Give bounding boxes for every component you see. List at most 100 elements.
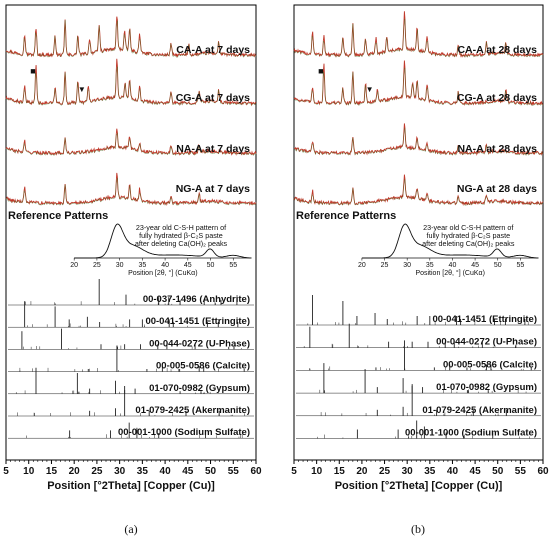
reference-label: 01-079-2425 (Akermanite) <box>422 405 537 416</box>
reference-01-070-0982-gypsum: 01-070-0982 (Gypsum) <box>296 363 541 394</box>
reference-00-044-0272-u-phase: 00-044-0272 (U-Phase) <box>296 323 541 348</box>
series-label-ca-a-at-7-days: CA-A at 7 days <box>176 44 250 56</box>
inset-tick-label: 45 <box>184 262 192 269</box>
plot-frame <box>293 4 544 461</box>
x-tick-label: 10 <box>311 466 323 477</box>
inset-note-line: after deleting Ca(OH)₂ peaks <box>422 239 515 248</box>
series-label-na-a-at-7-days: NA-A at 7 days <box>176 143 250 155</box>
x-tick-label: 20 <box>356 466 368 477</box>
reference-01-079-2425-akermanite: 01-079-2425 (Akermanite) <box>296 385 541 417</box>
reference-00-041-1451-ettringite: 00-041-1451 (Ettringite) <box>8 301 254 328</box>
reference-label: 00-005-0586 (Calcite) <box>443 359 537 370</box>
series-label-cg-a-at-7-days: CG-A at 7 days <box>176 92 250 104</box>
sample-fit-na-a-at-7-days <box>5 132 257 156</box>
x-tick-label: 35 <box>424 466 436 477</box>
inset-note-line: after deleting Ca(OH)₂ peaks <box>135 239 228 248</box>
reference-patterns-heading: Reference Patterns <box>8 210 108 222</box>
reference-00-037-1496-anhydrite: 00-037-1496 (Anhydrite) <box>8 279 254 306</box>
panel-a: CA-A at 7 days CG-A at 7 days NA-A at 7 da… <box>3 4 262 536</box>
reference-patterns-heading: Reference Patterns <box>296 210 396 222</box>
x-tick-label: 15 <box>46 466 58 477</box>
marker-square: ■ <box>30 66 35 76</box>
x-tick-label: 50 <box>492 466 504 477</box>
marker-triangle: ▼ <box>78 85 86 94</box>
inset-tick-label: 35 <box>138 262 146 269</box>
x-axis-title: Position [°2Theta] [Copper (Cu)] <box>47 480 215 492</box>
sample-fit-ca-a-at-28-days <box>293 18 544 58</box>
sample-fit-ca-a-at-7-days <box>5 20 257 58</box>
inset-tick-label: 30 <box>116 262 124 269</box>
x-tick-label: 60 <box>537 466 549 477</box>
reference-label: 00-044-0272 (U-Phase) <box>149 338 250 349</box>
x-tick-label: 10 <box>23 466 35 477</box>
panel-b: CA-A at 28 days CG-A at 28 days NA-A at 28… <box>291 4 549 536</box>
x-tick-label: 50 <box>205 466 217 477</box>
inset-x-label: Position [2θ, °] (CuKα) <box>128 269 197 277</box>
series-label-na-a-at-28-days: NA-A at 28 days <box>457 143 537 155</box>
inset-csh-pattern <box>74 223 252 259</box>
reference-label: 01-079-2425 (Akermanite) <box>135 405 250 416</box>
x-tick-label: 5 <box>3 466 9 477</box>
x-tick-label: 40 <box>160 466 172 477</box>
inset-tick-label: 20 <box>358 262 366 269</box>
inset-x-label: Position [2θ, °] (CuKα) <box>415 269 484 277</box>
x-tick-label: 20 <box>69 466 81 477</box>
sample-fit-na-a-at-28-days <box>293 128 544 156</box>
inset-note-line: fully hydrated β-C₂S paste <box>139 231 223 240</box>
inset-tick-label: 50 <box>207 262 215 269</box>
panel-label: (b) <box>411 522 425 536</box>
reference-00-005-0586-calcite: 00-005-0586 (Calcite) <box>8 345 254 372</box>
marker-triangle: ▼ <box>366 85 374 94</box>
reference-label: 00-001-1000 (Sodium Sulfate) <box>405 428 537 439</box>
inset-csh-pattern <box>361 223 539 259</box>
x-tick-label: 30 <box>114 466 126 477</box>
reference-label: 00-044-0272 (U-Phase) <box>436 337 537 348</box>
reference-label: 00-041-1451 (Ettringite) <box>432 314 537 325</box>
sample-fit-cg-a-at-28-days <box>293 67 544 106</box>
series-label-cg-a-at-28-days: CG-A at 28 days <box>457 92 537 104</box>
plot-frame <box>5 4 257 461</box>
reference-label: 00-041-1451 (Ettringite) <box>145 316 250 327</box>
reference-label: 00-005-0586 (Calcite) <box>156 361 250 372</box>
inset-note-line: fully hydrated β-C₂S paste <box>426 231 510 240</box>
reference-00-005-0586-calcite: 00-005-0586 (Calcite) <box>296 340 541 371</box>
x-tick-label: 25 <box>91 466 103 477</box>
sample-fit-ng-a-at-28-days <box>293 179 544 206</box>
x-tick-label: 5 <box>291 466 297 477</box>
x-tick-label: 45 <box>470 466 482 477</box>
x-tick-label: 30 <box>402 466 414 477</box>
reference-00-001-1000-sodium-sulfate: 00-001-1000 (Sodium Sulfate) <box>296 420 541 439</box>
reference-label: 01-070-0982 (Gypsum) <box>436 382 537 393</box>
inset-tick-label: 40 <box>161 262 169 269</box>
reference-label: 01-070-0982 (Gypsum) <box>149 383 250 394</box>
inset-note-line: 23-year old C-S-H pattern of <box>423 223 513 232</box>
inset-tick-label: 40 <box>449 262 457 269</box>
inset-tick-label: 20 <box>70 262 78 269</box>
reference-00-044-0272-u-phase: 00-044-0272 (U-Phase) <box>8 328 254 350</box>
inset-tick-label: 50 <box>494 262 502 269</box>
reference-00-041-1451-ettringite: 00-041-1451 (Ettringite) <box>296 295 541 326</box>
sample-fit-ng-a-at-7-days <box>5 178 257 206</box>
inset-note-line: 23-year old C-S-H pattern of <box>136 223 226 232</box>
x-tick-label: 35 <box>137 466 149 477</box>
inset-tick-label: 30 <box>403 262 411 269</box>
series-label-ng-a-at-28-days: NG-A at 28 days <box>457 183 537 195</box>
marker-square: ■ <box>318 66 323 76</box>
reference-00-001-1000-sodium-sulfate: 00-001-1000 (Sodium Sulfate) <box>8 422 254 439</box>
x-axis-title: Position [°2Theta] [Copper (Cu)] <box>335 480 503 492</box>
inset-tick-label: 35 <box>426 262 434 269</box>
reference-01-079-2425-akermanite: 01-079-2425 (Akermanite) <box>8 390 254 417</box>
x-tick-label: 55 <box>515 466 527 477</box>
series-label-ng-a-at-7-days: NG-A at 7 days <box>176 183 250 195</box>
x-tick-label: 25 <box>379 466 391 477</box>
series-label-ca-a-at-28-days: CA-A at 28 days <box>457 44 537 56</box>
x-tick-label: 45 <box>182 466 194 477</box>
x-tick-label: 15 <box>334 466 346 477</box>
reference-01-070-0982-gypsum: 01-070-0982 (Gypsum) <box>8 367 254 395</box>
x-tick-label: 55 <box>228 466 240 477</box>
inset-tick-label: 55 <box>516 262 524 269</box>
reference-label: 00-001-1000 (Sodium Sulfate) <box>118 427 250 438</box>
x-tick-label: 60 <box>250 466 262 477</box>
inset-tick-label: 55 <box>229 262 237 269</box>
